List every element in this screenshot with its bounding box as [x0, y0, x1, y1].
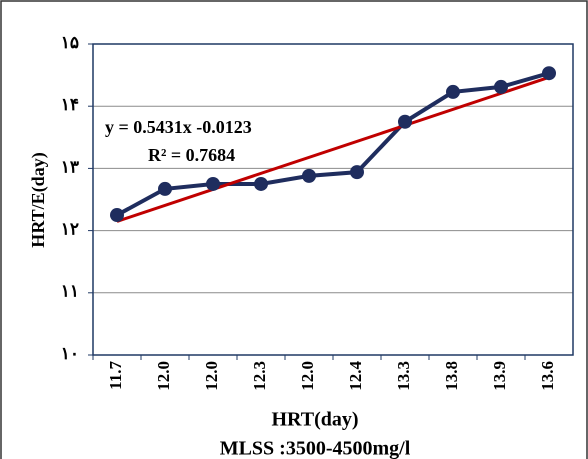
y-tick-label: ۱۲ [61, 220, 79, 239]
y-tick-label: ۱۵ [61, 33, 79, 52]
y-tick-label: ۱۱ [61, 282, 79, 301]
subtitle: MLSS :3500-4500mg/l [220, 438, 411, 459]
y-tick-label: ۱۴ [61, 95, 79, 114]
trendline [116, 75, 550, 223]
y-axis-label: HRT/E(day) [28, 152, 49, 247]
y-tick-label: ۱۰ [61, 344, 79, 363]
x-tick-label: 13.8 [442, 361, 461, 391]
marker [398, 114, 412, 129]
marker [110, 208, 124, 223]
series-line [116, 71, 550, 217]
marker [302, 168, 316, 183]
x-tick-label: 13.3 [394, 361, 413, 391]
marker [158, 181, 172, 196]
marker [254, 176, 268, 191]
x-tick-label: 11.7 [106, 361, 125, 390]
y-tick-label: ۱۳ [61, 157, 79, 176]
trend-equation: y = 0.5431x -0.0123 [105, 117, 252, 137]
marker [446, 84, 460, 99]
marker [350, 165, 364, 180]
x-tick-label: 12.0 [154, 361, 173, 391]
marker [542, 66, 556, 81]
x-tick-label: 13.6 [538, 361, 557, 391]
x-tick-label: 12.4 [346, 361, 365, 391]
marker [206, 176, 220, 191]
x-tick-label: 13.9 [490, 361, 509, 391]
trend-r2: R² = 0.7684 [148, 145, 235, 165]
x-tick-label: 12.3 [250, 361, 269, 391]
marker [494, 79, 508, 94]
x-tick-label: 12.0 [202, 361, 221, 391]
x-axis-label: HRT(day) [271, 409, 358, 431]
x-tick-label: 12.0 [298, 361, 317, 391]
